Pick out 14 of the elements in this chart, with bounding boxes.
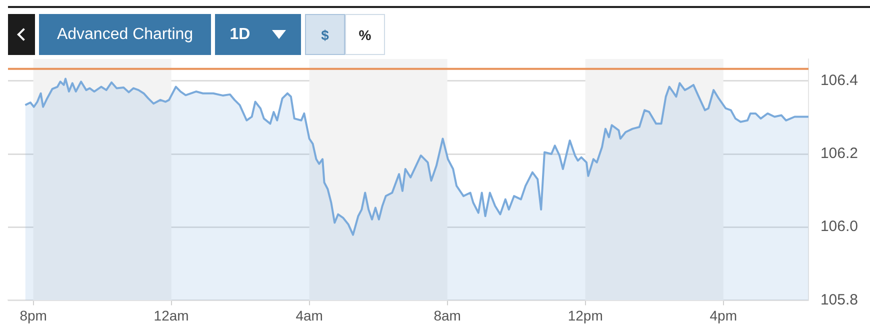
y-tick-label: 105.8 [820,291,858,308]
y-tick-label: 106.4 [820,72,858,90]
y-tick-label: 106.0 [820,218,858,236]
y-tick-label: 106.2 [820,145,858,162]
x-tick-label: 12pm [568,307,603,324]
text: % [358,26,372,42]
x-tick-label: 4am [296,307,323,324]
x-tick-label: 4pm [710,307,737,324]
x-tick-label: 12am [154,307,189,324]
x-tick-label: 8pm [20,307,47,324]
text: 1D [230,26,250,44]
x-tick-label: 8am [434,307,461,324]
text: Advanced Charting [56,26,194,44]
text: $ [321,26,329,42]
